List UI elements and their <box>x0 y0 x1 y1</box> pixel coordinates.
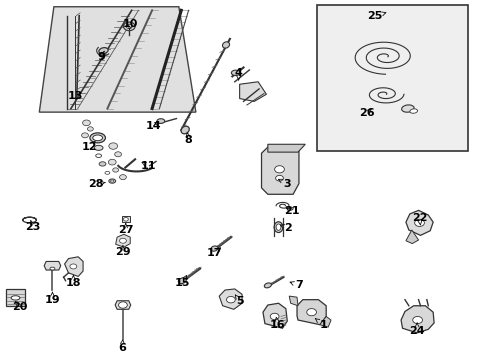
Text: 2: 2 <box>284 223 291 233</box>
Polygon shape <box>239 82 266 102</box>
Circle shape <box>226 296 235 303</box>
Circle shape <box>70 264 77 269</box>
Text: 13: 13 <box>67 91 83 101</box>
Text: 19: 19 <box>44 295 60 305</box>
Circle shape <box>270 313 279 320</box>
Ellipse shape <box>231 70 240 76</box>
Polygon shape <box>405 230 418 244</box>
Text: 9: 9 <box>97 52 105 62</box>
Ellipse shape <box>222 42 229 48</box>
Text: 8: 8 <box>184 135 192 145</box>
Text: 1: 1 <box>319 320 326 330</box>
Text: 18: 18 <box>65 278 81 288</box>
Text: 28: 28 <box>88 179 104 189</box>
Circle shape <box>82 120 90 126</box>
Polygon shape <box>6 289 25 306</box>
Text: 29: 29 <box>115 247 130 257</box>
Circle shape <box>123 22 135 31</box>
Text: 15: 15 <box>174 278 189 288</box>
Circle shape <box>108 159 116 165</box>
Polygon shape <box>44 261 61 270</box>
Circle shape <box>275 175 283 181</box>
Circle shape <box>119 175 126 180</box>
Circle shape <box>306 309 316 316</box>
Text: 6: 6 <box>118 343 125 353</box>
Polygon shape <box>267 144 305 152</box>
Circle shape <box>115 152 121 157</box>
Text: 22: 22 <box>411 212 427 222</box>
Circle shape <box>274 166 284 173</box>
Ellipse shape <box>157 119 164 123</box>
Text: 27: 27 <box>118 225 133 235</box>
Text: 10: 10 <box>122 18 138 28</box>
Text: 25: 25 <box>366 12 382 21</box>
Ellipse shape <box>264 283 271 288</box>
Text: 12: 12 <box>82 142 98 152</box>
Polygon shape <box>288 296 297 306</box>
Ellipse shape <box>178 278 186 284</box>
Ellipse shape <box>96 154 102 157</box>
Ellipse shape <box>50 267 55 270</box>
Text: 5: 5 <box>235 296 243 306</box>
Ellipse shape <box>99 162 106 166</box>
Text: 7: 7 <box>294 280 302 291</box>
Text: 3: 3 <box>283 179 290 189</box>
Polygon shape <box>400 306 433 333</box>
Ellipse shape <box>181 126 189 134</box>
Bar <box>122 216 129 222</box>
Text: 4: 4 <box>234 68 242 78</box>
Text: 14: 14 <box>145 121 161 131</box>
Ellipse shape <box>99 48 108 54</box>
Polygon shape <box>39 7 196 112</box>
Ellipse shape <box>93 135 102 141</box>
Circle shape <box>412 316 422 324</box>
Circle shape <box>87 127 93 131</box>
Polygon shape <box>115 301 130 309</box>
Text: 20: 20 <box>12 302 27 312</box>
Circle shape <box>126 24 132 28</box>
Circle shape <box>414 219 424 226</box>
Polygon shape <box>296 300 325 325</box>
Ellipse shape <box>109 179 116 183</box>
Text: 23: 23 <box>25 222 41 232</box>
Circle shape <box>118 302 127 308</box>
Ellipse shape <box>409 109 417 113</box>
Polygon shape <box>116 234 130 247</box>
Ellipse shape <box>110 180 114 182</box>
Polygon shape <box>405 210 432 235</box>
Ellipse shape <box>90 133 105 143</box>
Circle shape <box>123 217 128 221</box>
Circle shape <box>119 238 126 243</box>
Polygon shape <box>319 316 330 327</box>
Ellipse shape <box>276 224 281 230</box>
Polygon shape <box>263 303 287 328</box>
Bar <box>317 5 467 152</box>
Circle shape <box>109 143 117 149</box>
Ellipse shape <box>210 246 218 251</box>
Text: 11: 11 <box>140 161 156 171</box>
Polygon shape <box>219 289 242 309</box>
Ellipse shape <box>274 222 283 233</box>
Text: 26: 26 <box>359 108 374 118</box>
Text: 17: 17 <box>206 248 222 258</box>
Ellipse shape <box>11 296 20 300</box>
Circle shape <box>81 133 88 138</box>
Ellipse shape <box>401 105 413 112</box>
Circle shape <box>113 168 118 172</box>
Text: 16: 16 <box>269 320 285 330</box>
Polygon shape <box>64 257 83 276</box>
Text: 24: 24 <box>408 326 424 336</box>
Polygon shape <box>261 147 298 194</box>
Ellipse shape <box>287 207 292 210</box>
Text: 21: 21 <box>284 206 299 216</box>
Ellipse shape <box>94 145 103 150</box>
Ellipse shape <box>105 171 110 174</box>
